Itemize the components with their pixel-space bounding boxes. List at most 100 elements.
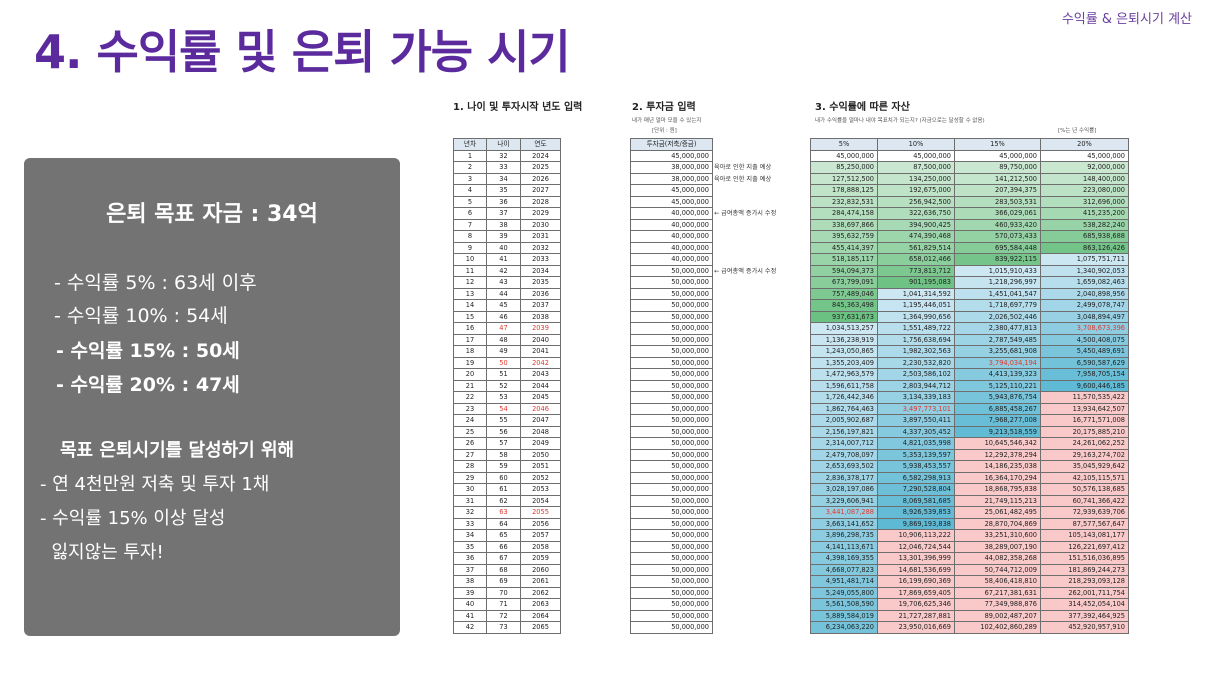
asset-cell: 6,590,587,629 bbox=[1040, 356, 1129, 369]
age-table-cell: 40 bbox=[486, 241, 521, 254]
asset-cell: 16,364,170,294 bbox=[954, 471, 1041, 484]
age-table-cell: 53 bbox=[486, 391, 521, 404]
asset-cell: 594,094,373 bbox=[810, 264, 878, 277]
age-table-cell: 66 bbox=[486, 540, 521, 553]
investment-cell: 50,000,000 bbox=[630, 356, 713, 369]
asset-cell: 338,697,866 bbox=[810, 218, 878, 231]
age-table-cell: 29 bbox=[453, 471, 487, 484]
age-table-cell: 37 bbox=[486, 207, 521, 220]
asset-cell: 2,314,007,712 bbox=[810, 437, 878, 450]
investment-cell: 50,000,000 bbox=[630, 276, 713, 289]
asset-cell: 178,888,125 bbox=[810, 184, 878, 197]
investment-table-row: 45,000,000 bbox=[630, 149, 713, 162]
side-note: 육아로 인한 지출 예상 bbox=[714, 164, 772, 171]
age-table-cell: 68 bbox=[486, 563, 521, 576]
investment-table-row: 50,000,000 bbox=[630, 460, 713, 473]
asset-cell: 20,175,885,210 bbox=[1040, 425, 1129, 438]
asset-table-row: 1,862,764,463 3,497,773,101 6,885,458,267 1… bbox=[810, 402, 1129, 415]
age-table-cell: 5 bbox=[453, 195, 487, 208]
asset-cell: 3,441,087,288 bbox=[810, 506, 878, 519]
asset-cell: 12,046,724,544 bbox=[877, 540, 955, 553]
age-table-cell: 2 bbox=[453, 161, 487, 174]
asset-table-row: 2,005,902,687 3,897,550,411 7,968,277,008 1… bbox=[810, 414, 1129, 427]
age-table-cell: 59 bbox=[486, 460, 521, 473]
age-table-cell: 38 bbox=[453, 575, 487, 588]
asset-cell: 87,500,000 bbox=[877, 161, 955, 174]
asset-cell: 695,584,448 bbox=[954, 241, 1041, 254]
age-table-cell: 58 bbox=[486, 448, 521, 461]
asset-cell: 28,870,704,869 bbox=[954, 517, 1041, 530]
asset-cell: 839,922,115 bbox=[954, 253, 1041, 266]
age-table-cell: 46 bbox=[486, 310, 521, 323]
asset-cell: 5,125,110,221 bbox=[954, 379, 1041, 392]
age-table-cell: 36 bbox=[453, 552, 487, 565]
section-assets-title: 3. 수익률에 따른 자산 bbox=[815, 102, 910, 113]
age-table-row: 38 69 2061 bbox=[453, 575, 561, 588]
age-table-cell: 48 bbox=[486, 333, 521, 346]
asset-cell: 757,489,046 bbox=[810, 287, 878, 300]
age-table-row: 20 51 2043 bbox=[453, 368, 561, 381]
age-table-cell: 63 bbox=[486, 506, 521, 519]
asset-cell: 3,497,773,101 bbox=[877, 402, 955, 415]
asset-cell: 181,869,244,273 bbox=[1040, 563, 1129, 576]
asset-cell: 7,290,528,804 bbox=[877, 483, 955, 496]
age-table-cell: 17 bbox=[453, 333, 487, 346]
age-table-cell: 2060 bbox=[520, 563, 561, 576]
asset-cell: 102,402,860,289 bbox=[954, 621, 1041, 634]
age-table-cell: 39 bbox=[453, 586, 487, 599]
age-table-cell: 2036 bbox=[520, 287, 561, 300]
age-table-cell: 10 bbox=[453, 253, 487, 266]
age-table-cell: 2027 bbox=[520, 184, 561, 197]
asset-table-row: 1,034,513,257 1,551,489,722 2,380,477,813 3… bbox=[810, 322, 1129, 335]
asset-table-row: 45,000,000 45,000,000 45,000,000 45,000,000 bbox=[810, 149, 1129, 162]
goal-heading: 목표 은퇴시기를 달성하기 위해 bbox=[60, 440, 295, 461]
asset-cell: 92,000,000 bbox=[1040, 161, 1129, 174]
rate-line-15: - 수익률 15% : 50세 bbox=[56, 340, 240, 362]
asset-cell: 561,829,514 bbox=[877, 241, 955, 254]
age-table-cell: 2044 bbox=[520, 379, 561, 392]
asset-cell: 262,001,711,754 bbox=[1040, 586, 1129, 599]
asset-cell: 3,897,550,411 bbox=[877, 414, 955, 427]
age-table-row: 30 61 2053 bbox=[453, 483, 561, 496]
asset-cell: 2,836,378,177 bbox=[810, 471, 878, 484]
age-table-row: 41 72 2064 bbox=[453, 609, 561, 622]
asset-cell: 7,958,705,154 bbox=[1040, 368, 1129, 381]
asset-cell: 14,681,536,699 bbox=[877, 563, 955, 576]
asset-cell: 17,869,659,405 bbox=[877, 586, 955, 599]
age-table-cell: 44 bbox=[486, 287, 521, 300]
age-table-cell: 2034 bbox=[520, 264, 561, 277]
age-table-cell: 2041 bbox=[520, 345, 561, 358]
asset-cell: 218,293,093,128 bbox=[1040, 575, 1129, 588]
investment-table-row: 50,000,000 bbox=[630, 299, 713, 312]
investment-cell: 50,000,000 bbox=[630, 264, 713, 277]
asset-table-row: 85,250,000 87,500,000 89,750,000 92,000,000 bbox=[810, 161, 1129, 174]
age-table-cell: 2030 bbox=[520, 218, 561, 231]
asset-cell: 223,080,000 bbox=[1040, 184, 1129, 197]
side-note: ← 급여총액 증가시 수정 bbox=[714, 210, 777, 217]
asset-cell: 395,632,759 bbox=[810, 230, 878, 243]
asset-cell: 58,406,418,810 bbox=[954, 575, 1041, 588]
asset-cell: 937,631,673 bbox=[810, 310, 878, 323]
investment-table-row: 50,000,000 bbox=[630, 310, 713, 323]
asset-table-row: 1,136,238,919 1,756,638,694 2,787,549,485 4… bbox=[810, 333, 1129, 346]
age-table-cell: 64 bbox=[486, 517, 521, 530]
age-table-cell: 11 bbox=[453, 264, 487, 277]
asset-cell: 19,706,625,346 bbox=[877, 598, 955, 611]
asset-cell: 2,479,708,097 bbox=[810, 448, 878, 461]
age-table-cell: 24 bbox=[453, 414, 487, 427]
asset-table-row: 2,479,708,097 5,353,139,597 12,292,378,294… bbox=[810, 448, 1129, 461]
asset-cell: 1,718,697,779 bbox=[954, 299, 1041, 312]
age-table-cell: 2038 bbox=[520, 310, 561, 323]
asset-cell: 3,708,673,396 bbox=[1040, 322, 1129, 335]
asset-cell: 67,217,381,631 bbox=[954, 586, 1041, 599]
asset-cell: 4,141,113,671 bbox=[810, 540, 878, 553]
age-table-cell: 33 bbox=[486, 161, 521, 174]
age-table-cell: 2048 bbox=[520, 425, 561, 438]
asset-cell: 4,398,169,355 bbox=[810, 552, 878, 565]
age-table-cell: 6 bbox=[453, 207, 487, 220]
age-table-row: 21 52 2044 bbox=[453, 379, 561, 392]
asset-cell: 4,500,408,075 bbox=[1040, 333, 1129, 346]
investment-table-row: 50,000,000 bbox=[630, 506, 713, 519]
asset-cell: 11,570,535,422 bbox=[1040, 391, 1129, 404]
age-table-cell: 2057 bbox=[520, 529, 561, 542]
